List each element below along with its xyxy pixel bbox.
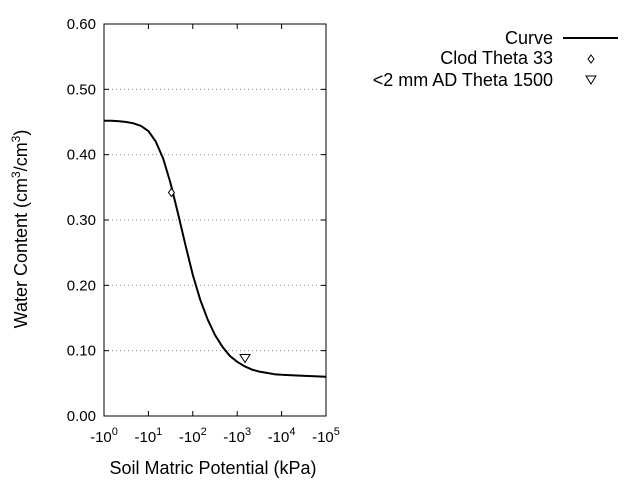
y-axis-title-sup: 3: [9, 135, 23, 142]
y-axis-title-sup: 3: [9, 171, 23, 178]
axis-ticks: 0.00 0.10 0.20 0.30 0.40 0.50 0.60 -100 -101 -102…: [67, 16, 340, 446]
legend-marker-diamond: [587, 54, 595, 64]
gridlines: [104, 88, 326, 352]
y-axis-title-part: Water Content (cm: [11, 178, 31, 328]
x-tick-label: -101: [134, 426, 162, 446]
y-tick-label: 0.10: [67, 343, 96, 360]
legend-marker-triangle-down: [585, 75, 597, 85]
x-tick-label: -102: [179, 426, 207, 446]
x-tick-label: -100: [90, 426, 118, 446]
curve-line: [104, 119, 327, 378]
x-tick-label: -103: [223, 426, 251, 446]
legend-label-theta-1500: <2 mm AD Theta 1500: [373, 70, 553, 90]
x-tick-label: -104: [268, 426, 296, 446]
y-axis-title: Water Content (cm3/cm3): [9, 130, 31, 329]
legend-label-curve: Curve: [505, 28, 553, 48]
x-axis-title: Soil Matric Potential (kPa): [109, 458, 316, 478]
clod-theta-33-point: [167, 187, 176, 198]
series-layer: [104, 119, 327, 378]
x-tick-label: -105: [312, 426, 340, 446]
y-tick-label: 0.60: [67, 16, 96, 33]
legend-label-clod-theta-33: Clod Theta 33: [440, 48, 553, 68]
y-tick-label: 0.40: [67, 147, 96, 164]
y-axis-title-part: /cm: [11, 142, 31, 171]
y-tick-label: 0.30: [67, 212, 96, 229]
y-tick-label: 0.20: [67, 277, 96, 294]
y-tick-label: 0.50: [67, 81, 96, 98]
theta-1500-point: [239, 354, 251, 364]
y-axis-title-part: ): [11, 130, 31, 136]
y-tick-label: 0.00: [67, 408, 96, 425]
legend: Curve Clod Theta 33 <2 mm AD Theta 1500: [373, 28, 618, 90]
